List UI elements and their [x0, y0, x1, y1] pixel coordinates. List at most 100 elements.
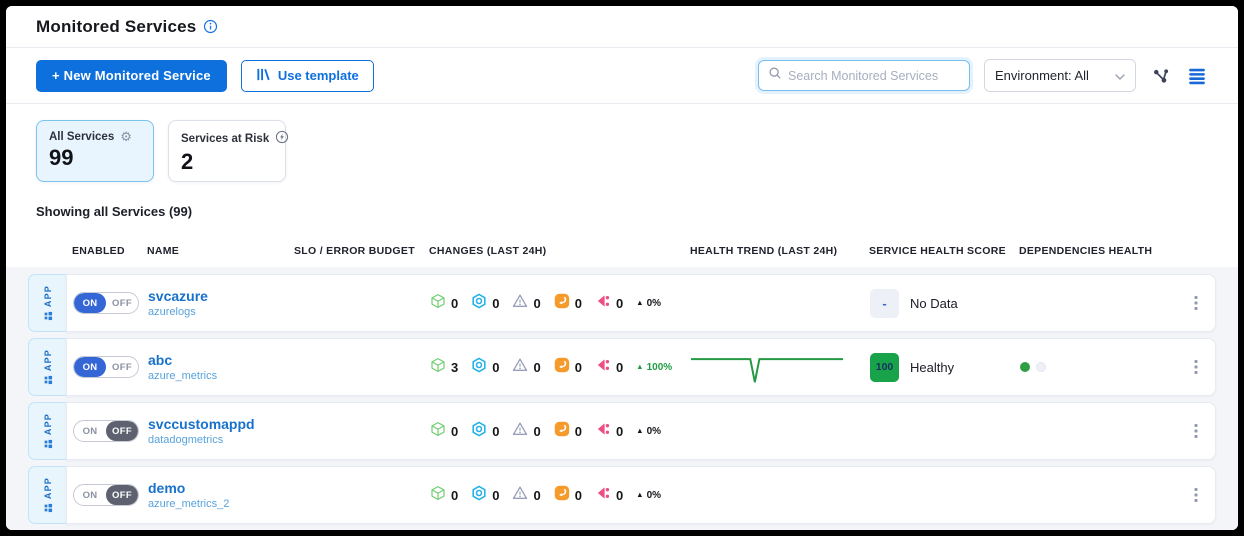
change-count: 0	[533, 487, 541, 503]
delta-up-icon: ▲	[636, 362, 644, 372]
change-count: 0	[615, 487, 624, 503]
change-count: 0	[533, 295, 541, 311]
config-change-icon	[554, 293, 570, 314]
service-subtitle-link[interactable]: azure_metrics	[148, 369, 218, 382]
change-count: 0	[615, 295, 624, 311]
row-menu-button[interactable]	[1191, 484, 1201, 506]
config-change-icon	[554, 421, 570, 442]
page-title: Monitored Services	[36, 16, 197, 36]
service-type-tab: APP	[28, 466, 66, 524]
use-template-button[interactable]: Use template	[240, 59, 374, 92]
change-count: 0	[615, 359, 624, 375]
alert-triangle-icon	[512, 357, 528, 378]
changes-cell: 3 0 0 0 0 ▲ 100%	[430, 357, 691, 378]
toggle-on-label: ON	[74, 357, 106, 377]
col-changes: CHANGES (LAST 24H)	[429, 245, 547, 257]
change-count: 0	[615, 423, 624, 439]
risk-lightning-icon	[275, 130, 289, 147]
search-input[interactable]	[788, 68, 960, 83]
deployment-cube-icon	[430, 357, 446, 378]
toggle-on-label: ON	[82, 489, 98, 501]
integration-hexnut-icon	[471, 485, 487, 506]
delta-up-icon: ▲	[636, 298, 644, 308]
toggle-off-label: OFF	[112, 361, 132, 373]
changes-cell: 0 0 0 0 0 ▲ 0%	[430, 485, 691, 506]
row-menu-button[interactable]	[1191, 356, 1201, 378]
row-menu-button[interactable]	[1191, 420, 1201, 442]
dependency-dot-unknown	[1036, 362, 1046, 372]
all-services-count: 99	[49, 145, 74, 170]
info-icon[interactable]	[203, 19, 218, 34]
app-grid-icon	[43, 503, 53, 513]
delta-up-icon: ▲	[636, 426, 644, 436]
col-enabled: ENABLED	[72, 245, 125, 257]
service-subtitle-link[interactable]: azure_metrics_2	[148, 497, 230, 510]
service-type-label: APP	[42, 349, 53, 372]
service-type-tab: APP	[28, 338, 66, 396]
alert-triangle-icon	[512, 293, 528, 314]
delta-up-icon: ▲	[636, 490, 644, 500]
environment-select[interactable]: Environment: All	[984, 59, 1136, 92]
service-type-tab: APP	[28, 274, 66, 332]
delta-indicator: ▲ 0%	[636, 298, 661, 309]
incident-icon	[595, 357, 611, 378]
health-score-badge: 100	[870, 352, 899, 382]
change-count: 0	[451, 295, 459, 311]
table-row: APP ON OFF svcazure azurelogs 0 0	[28, 274, 1216, 332]
service-name-link[interactable]: demo	[148, 480, 186, 497]
services-at-risk-count: 2	[181, 149, 194, 174]
app-grid-icon	[43, 439, 53, 449]
service-name-link[interactable]: svcazure	[148, 288, 208, 305]
environment-select-value: Environment: All	[995, 68, 1089, 83]
delta-indicator: ▲ 0%	[636, 490, 661, 501]
graph-view-button[interactable]	[1150, 65, 1172, 87]
col-name: NAME	[147, 245, 180, 257]
change-count: 0	[451, 423, 459, 439]
enabled-toggle[interactable]: ON OFF	[73, 292, 139, 314]
table-header: ENABLED NAME SLO / ERROR BUDGET CHANGES …	[72, 245, 1204, 257]
service-name-link[interactable]: svccustomappd	[148, 416, 255, 433]
enabled-toggle[interactable]: ON OFF	[73, 484, 139, 506]
delta-value: 0%	[646, 297, 662, 309]
changes-cell: 0 0 0 0 0 ▲ 0%	[430, 293, 691, 314]
change-count: 0	[574, 295, 582, 311]
integration-hexnut-icon	[471, 293, 487, 314]
dependencies-cell	[1020, 362, 1163, 372]
toggle-off-label: OFF	[106, 485, 138, 505]
service-type-label: APP	[42, 477, 53, 500]
service-subtitle-link[interactable]: datadogmetrics	[148, 433, 224, 446]
enabled-toggle[interactable]: ON OFF	[73, 420, 139, 442]
chevron-down-icon	[1115, 68, 1125, 83]
delta-value: 0%	[646, 425, 662, 437]
all-services-label: All Services	[49, 130, 115, 143]
list-view-button[interactable]	[1186, 65, 1208, 87]
change-count: 0	[574, 359, 582, 375]
health-score-label: No Data	[910, 295, 958, 311]
row-menu-button[interactable]	[1191, 292, 1201, 314]
service-name-link[interactable]: abc	[148, 352, 173, 369]
change-count: 0	[533, 423, 541, 439]
service-type-tab: APP	[28, 402, 66, 460]
col-slo: SLO / ERROR BUDGET	[294, 245, 415, 257]
change-count: 0	[574, 487, 582, 503]
deployment-cube-icon	[430, 421, 446, 442]
dependency-dot-healthy	[1020, 362, 1030, 372]
gear-icon: ⚙	[120, 129, 132, 144]
change-count: 0	[451, 487, 459, 503]
service-subtitle-link[interactable]: azurelogs	[148, 305, 196, 318]
app-window: Monitored Services + New Monitored Servi…	[6, 6, 1238, 530]
new-monitored-service-button[interactable]: + New Monitored Service	[36, 59, 227, 92]
services-list: APP ON OFF svcazure azurelogs 0 0	[6, 267, 1238, 530]
toggle-off-label: OFF	[112, 297, 132, 309]
toggle-on-label: ON	[74, 293, 106, 313]
delta-indicator: ▲ 0%	[636, 426, 661, 437]
service-type-label: APP	[42, 413, 53, 436]
services-at-risk-card[interactable]: Services at Risk 2	[168, 120, 286, 182]
toggle-off-label: OFF	[106, 421, 138, 441]
search-box[interactable]	[758, 60, 970, 91]
all-services-card[interactable]: All Services ⚙ 99	[36, 120, 154, 182]
health-trend-sparkline	[691, 349, 843, 385]
col-health-trend: HEALTH TREND (LAST 24H)	[690, 245, 838, 257]
health-score-badge: -	[870, 288, 899, 318]
enabled-toggle[interactable]: ON OFF	[73, 356, 139, 378]
